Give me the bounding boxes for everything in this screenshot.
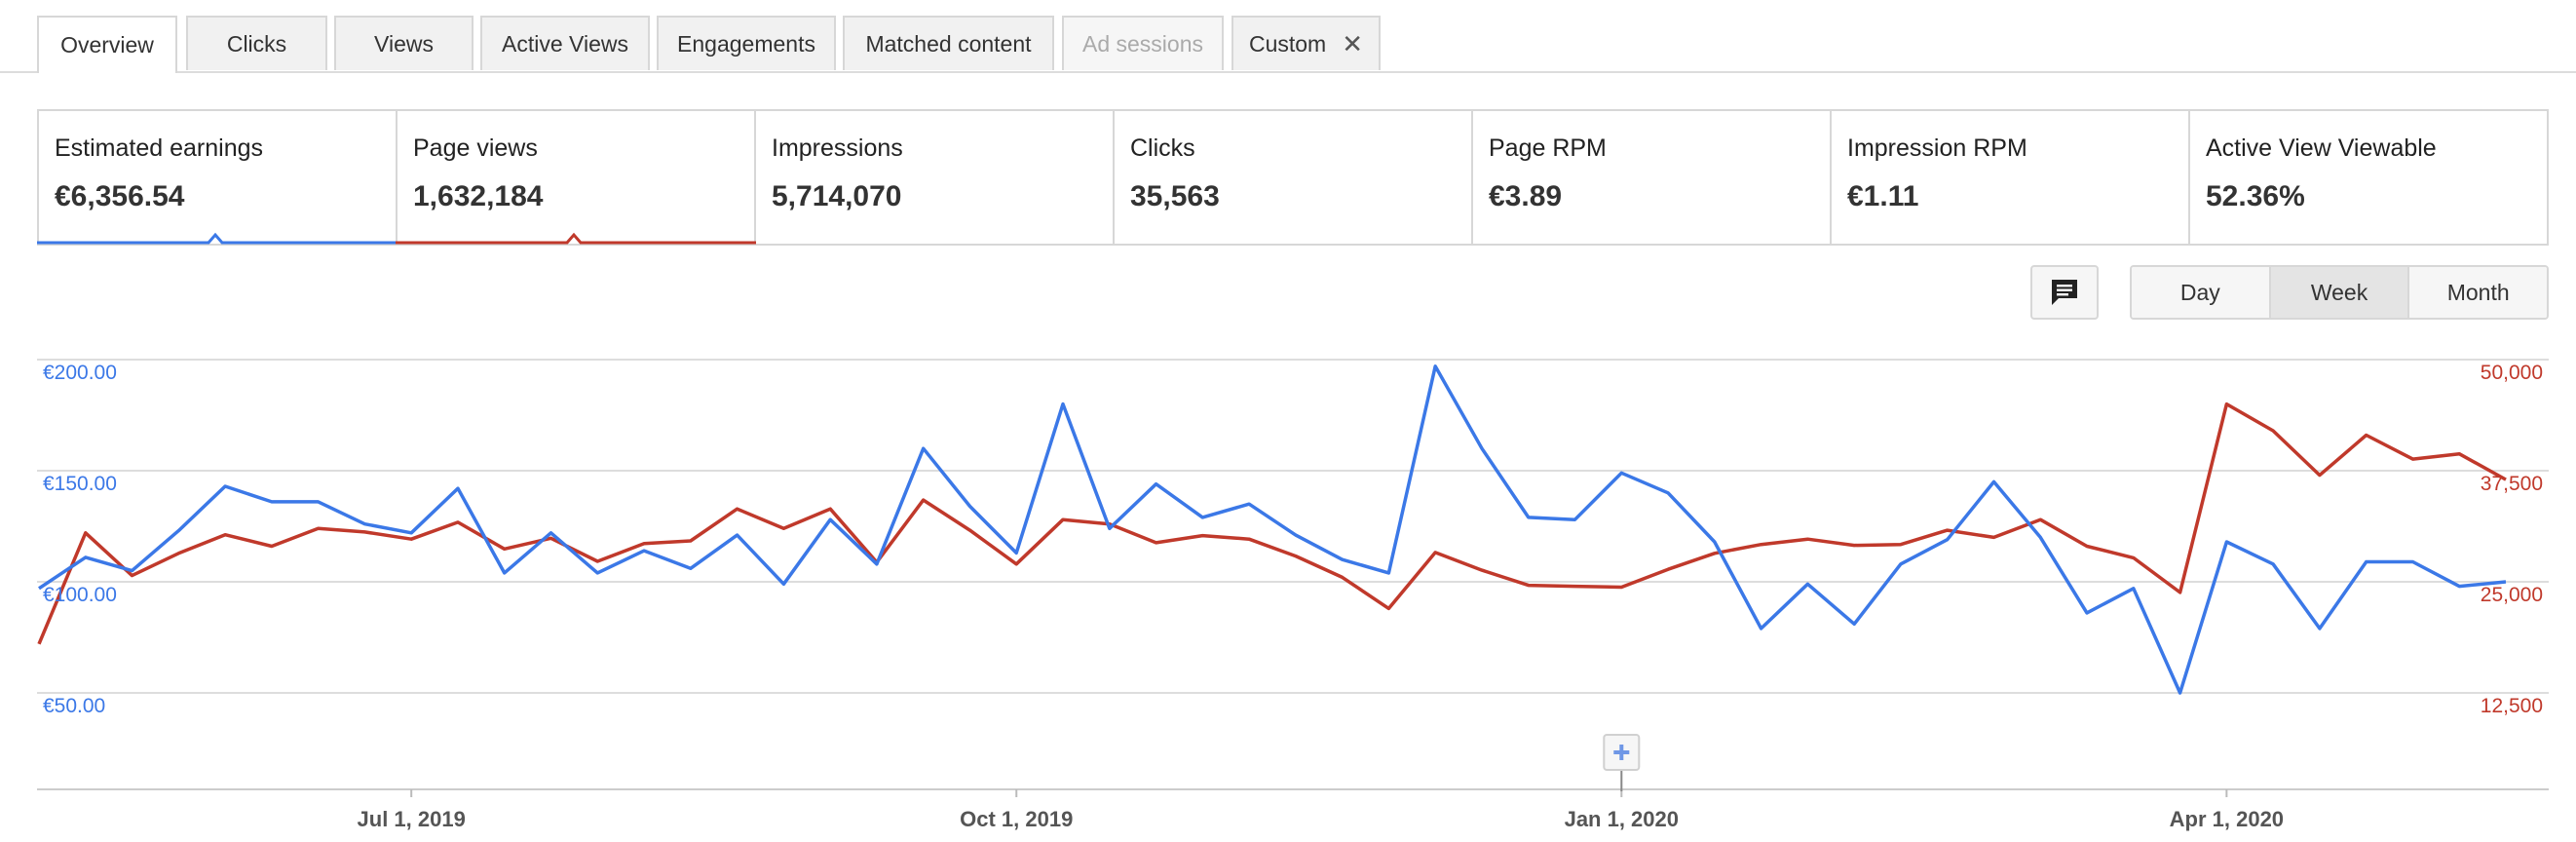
y-left-tick-label: €150.00 <box>43 473 117 495</box>
tab-overview[interactable]: Overview <box>37 16 177 73</box>
scorecard-label: Impressions <box>772 134 903 162</box>
scorecard-label: Clicks <box>1130 134 1195 162</box>
y-right-tick-label: 12,500 <box>2481 695 2543 717</box>
scorecard-label: Active View Viewable <box>2206 134 2437 162</box>
x-tick-label: Jul 1, 2019 <box>358 807 466 831</box>
tab-label: Custom <box>1248 30 1327 57</box>
tab-label: Clicks <box>226 30 287 57</box>
plus-icon[interactable] <box>1613 745 1630 760</box>
y-right-tick-label: 50,000 <box>2481 362 2543 384</box>
scorecard-value: 1,632,184 <box>413 180 544 212</box>
estimated-earnings-line <box>38 364 2507 695</box>
scorecard-page-views[interactable]: Page views 1,632,184 <box>396 111 756 245</box>
x-tick-label: Jan 1, 2020 <box>1565 807 1679 831</box>
scorecard-clicks[interactable]: Clicks 35,563 <box>1115 111 1473 244</box>
scorecard-label: Impression RPM <box>1847 134 2027 162</box>
scorecard-page-rpm[interactable]: Page RPM €3.89 <box>1473 111 1832 244</box>
page-views-line <box>37 402 2507 645</box>
scorecard-estimated-earnings[interactable]: Estimated earnings €6,356.54 <box>37 111 398 245</box>
tab-matched-content[interactable]: Matched content <box>843 16 1054 70</box>
scorecard-label: Estimated earnings <box>55 134 264 162</box>
x-tick-label: Oct 1, 2019 <box>960 807 1073 831</box>
scorecard-value: 35,563 <box>1130 180 1220 212</box>
performance-chart[interactable]: €50.00 €100.00 €150.00 €200.00 12,500 25,000 3… <box>0 331 2576 842</box>
selected-underline-red <box>396 232 756 245</box>
scorecard-impressions[interactable]: Impressions 5,714,070 <box>756 111 1115 244</box>
range-week-button[interactable]: Week <box>2270 267 2410 318</box>
tab-active-views[interactable]: Active Views <box>480 16 650 70</box>
tab-label: Matched content <box>865 30 1032 57</box>
y-right-tick-label: 25,000 <box>2481 584 2543 606</box>
scorecard-active-view-viewable[interactable]: Active View Viewable 52.36% <box>2190 111 2547 244</box>
report-tabs: Overview Clicks Views Active Views Engag… <box>0 0 2576 73</box>
y-left-tick-label: €200.00 <box>43 362 117 384</box>
tab-label: Engagements <box>677 30 815 57</box>
scorecard-value: 52.36% <box>2206 180 2305 212</box>
tab-label: Active Views <box>502 30 628 57</box>
selected-underline-blue <box>37 232 398 245</box>
y-right-tick-label: 37,500 <box>2481 473 2543 495</box>
tab-label: Overview <box>60 32 154 57</box>
y-left-tick-label: €50.00 <box>43 695 105 717</box>
scorecard-value: €1.11 <box>1847 180 1919 212</box>
scorecards: Estimated earnings €6,356.54 Page views … <box>37 109 2549 246</box>
scorecard-impression-rpm[interactable]: Impression RPM €1.11 <box>1832 111 2190 244</box>
tab-engagements[interactable]: Engagements <box>657 16 836 70</box>
tab-views[interactable]: Views <box>334 16 474 70</box>
tab-label: Views <box>374 30 434 57</box>
tab-label: Ad sessions <box>1081 30 1203 57</box>
date-granularity-toggle: Day Week Month <box>2130 265 2549 320</box>
y-left-tick-label: €100.00 <box>43 584 117 606</box>
scorecard-value: 5,714,070 <box>772 180 902 212</box>
close-icon[interactable]: ✕ <box>1342 28 1364 58</box>
x-tick-label: Apr 1, 2020 <box>2170 807 2284 831</box>
range-day-button[interactable]: Day <box>2132 267 2271 318</box>
scorecard-label: Page views <box>413 134 538 162</box>
comment-icon <box>2052 280 2077 305</box>
scorecard-label: Page RPM <box>1489 134 1607 162</box>
scorecard-value: €6,356.54 <box>55 180 185 212</box>
annotations-button[interactable] <box>2030 265 2099 320</box>
scorecard-value: €3.89 <box>1489 180 1563 212</box>
range-month-button[interactable]: Month <box>2409 267 2547 318</box>
tab-clicks[interactable]: Clicks <box>186 16 327 70</box>
tabs-divider <box>0 71 2576 73</box>
tab-custom[interactable]: Custom ✕ <box>1231 16 1381 70</box>
tab-ad-sessions: Ad sessions <box>1062 16 1224 70</box>
